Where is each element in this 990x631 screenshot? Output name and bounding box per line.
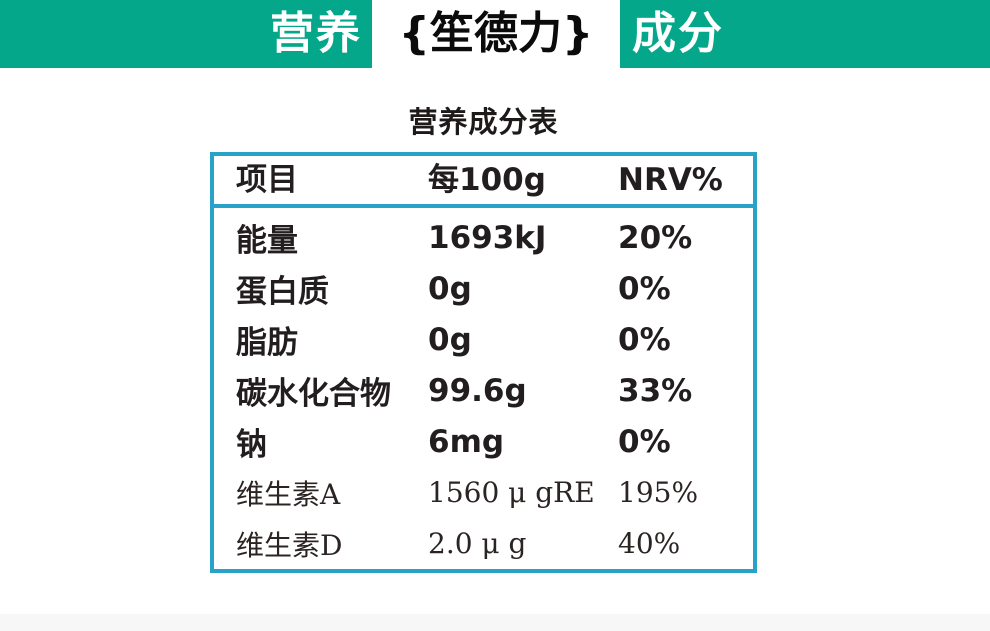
row-item-name: 碳水化合物 bbox=[236, 376, 391, 412]
column-header-item: 项目 bbox=[236, 162, 298, 198]
brand-box: {笙德力} bbox=[372, 0, 620, 68]
row-nrv-value: 33% bbox=[618, 372, 693, 409]
table-row: 维生素A 1560 μ gRE 195% bbox=[214, 467, 753, 518]
row-per100g-value: 0g bbox=[428, 321, 472, 358]
row-item-name: 维生素A bbox=[236, 477, 341, 511]
brand-name: {笙德力} bbox=[398, 8, 594, 59]
row-nrv-value: 195% bbox=[618, 476, 699, 509]
bottom-strip bbox=[0, 614, 990, 631]
row-per100g-value: 0g bbox=[428, 270, 472, 307]
table-row: 能量 1693kJ 20% bbox=[214, 212, 753, 263]
row-item-name: 钠 bbox=[236, 427, 267, 463]
banner-label-right: 成分 bbox=[632, 8, 724, 59]
column-header-nrv: NRV% bbox=[618, 162, 723, 198]
row-per100g-value: 1693kJ bbox=[428, 219, 547, 256]
row-per100g-value: 99.6g bbox=[428, 372, 527, 409]
row-nrv-value: 0% bbox=[618, 321, 671, 358]
row-per100g-value: 1560 μ gRE bbox=[428, 476, 595, 509]
row-item-name: 蛋白质 bbox=[236, 274, 329, 310]
header-banner: 营养 {笙德力} 成分 bbox=[0, 0, 990, 68]
table-row: 脂肪 0g 0% bbox=[214, 314, 753, 365]
row-item-name: 脂肪 bbox=[236, 325, 298, 361]
row-nrv-value: 20% bbox=[618, 219, 693, 256]
table-row: 碳水化合物 99.6g 33% bbox=[214, 365, 753, 416]
table-row: 维生素D 2.0 μ g 40% bbox=[214, 518, 753, 569]
row-nrv-value: 0% bbox=[618, 270, 671, 307]
row-per100g-value: 2.0 μ g bbox=[428, 527, 527, 560]
row-per100g-value: 6mg bbox=[428, 423, 505, 460]
column-header-per100g: 每100g bbox=[428, 162, 546, 198]
table-header-row: 项目 每100g NRV% bbox=[214, 156, 753, 208]
table-row: 蛋白质 0g 0% bbox=[214, 263, 753, 314]
banner-label-left: 营养 bbox=[270, 8, 362, 59]
row-nrv-value: 0% bbox=[618, 423, 671, 460]
row-nrv-value: 40% bbox=[618, 527, 681, 560]
nutrition-table: 项目 每100g NRV% 能量 1693kJ 20% 蛋白质 0g 0% 脂肪… bbox=[210, 152, 757, 573]
table-row: 钠 6mg 0% bbox=[214, 416, 753, 467]
table-body: 能量 1693kJ 20% 蛋白质 0g 0% 脂肪 0g 0% 碳水化合物 9… bbox=[214, 212, 753, 569]
nutrition-table-title: 营养成分表 bbox=[408, 105, 559, 139]
row-item-name: 维生素D bbox=[236, 528, 343, 562]
row-item-name: 能量 bbox=[236, 223, 298, 259]
